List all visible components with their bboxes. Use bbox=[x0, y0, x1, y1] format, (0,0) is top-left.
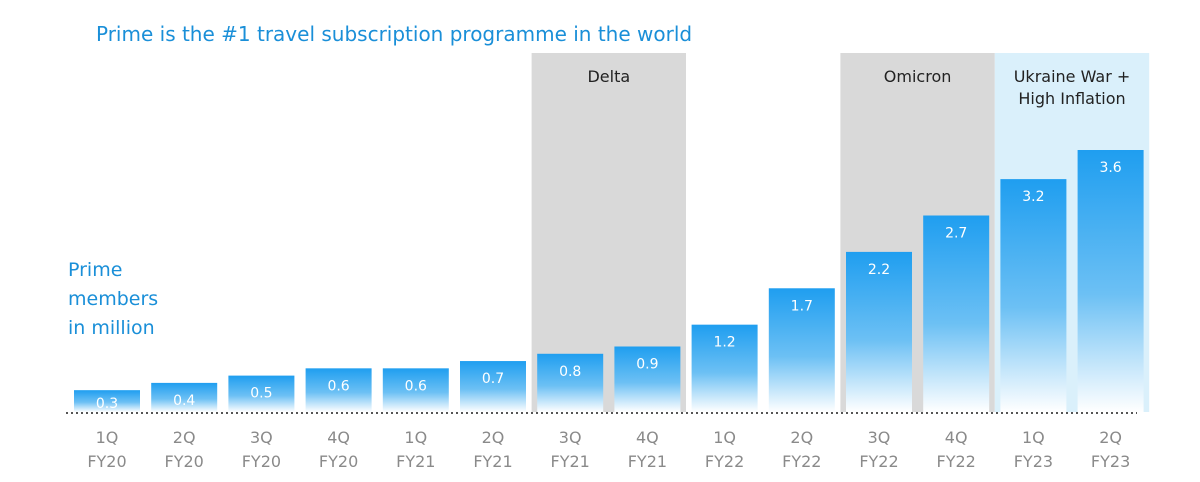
x-tick-label: 1Q bbox=[404, 428, 427, 447]
bar-value-label: 0.8 bbox=[559, 364, 581, 380]
bar-value-label: 1.2 bbox=[713, 335, 735, 351]
y-axis-label: Prime members in million bbox=[68, 256, 158, 343]
x-tick-label: 2Q bbox=[790, 428, 813, 447]
bar bbox=[151, 382, 218, 412]
x-tick-label: 3Q bbox=[250, 428, 273, 447]
x-tick-label: 4Q bbox=[327, 428, 350, 447]
bar bbox=[923, 215, 990, 412]
x-tick-label: FY21 bbox=[628, 452, 667, 471]
x-tick-label: 4Q bbox=[945, 428, 968, 447]
bar-value-label: 0.4 bbox=[173, 393, 195, 409]
x-tick-label: FY21 bbox=[551, 452, 590, 471]
x-tick-label: FY22 bbox=[859, 452, 898, 471]
bar-value-label: 0.5 bbox=[250, 386, 272, 402]
bar-value-label: 0.3 bbox=[96, 396, 118, 412]
x-tick-label: FY21 bbox=[473, 452, 512, 471]
x-tick-label: FY20 bbox=[87, 452, 126, 471]
x-tick-label: FY23 bbox=[1091, 452, 1130, 471]
bar bbox=[614, 346, 681, 412]
x-tick-label: 1Q bbox=[713, 428, 736, 447]
bar bbox=[1077, 150, 1144, 412]
bar-value-label: 0.6 bbox=[327, 378, 349, 394]
x-tick-label: FY20 bbox=[319, 452, 358, 471]
bar-value-label: 3.2 bbox=[1022, 189, 1044, 205]
x-tick-label: 3Q bbox=[559, 428, 582, 447]
period-label: Delta bbox=[587, 67, 630, 86]
x-tick-labels: 1Q FY20 2Q FY20 3Q FY20 4Q FY20 1Q FY21 2Q FY21 3Q FY… bbox=[87, 428, 1130, 471]
period-label: High Inflation bbox=[1018, 89, 1125, 108]
chart-title: Prime is the #1 travel subscription prog… bbox=[96, 22, 693, 46]
y-axis-label-line: members bbox=[68, 288, 159, 310]
bar bbox=[846, 251, 912, 412]
bar-value-label: 3.6 bbox=[1099, 160, 1121, 176]
bar bbox=[305, 368, 372, 412]
x-tick-label: FY23 bbox=[1014, 452, 1053, 471]
bar bbox=[460, 361, 526, 412]
y-axis-label-line: Prime bbox=[68, 259, 123, 281]
bars bbox=[74, 150, 1144, 412]
bar-value-label: 2.2 bbox=[868, 262, 890, 278]
x-tick-label: 2Q bbox=[1099, 428, 1122, 447]
x-tick-label: 4Q bbox=[636, 428, 659, 447]
period-label: Omicron bbox=[884, 67, 952, 86]
x-tick-label: FY22 bbox=[937, 452, 976, 471]
bar-value-label: 0.6 bbox=[405, 378, 427, 394]
x-tick-label: 3Q bbox=[868, 428, 891, 447]
bar-value-label: 2.7 bbox=[945, 226, 967, 242]
x-tick-label: FY20 bbox=[242, 452, 281, 471]
x-tick-label: FY22 bbox=[782, 452, 821, 471]
x-tick-label: 1Q bbox=[1022, 428, 1045, 447]
y-axis-label-line: in million bbox=[68, 317, 155, 339]
bar-value-label: 0.7 bbox=[482, 371, 504, 387]
x-tick-label: FY20 bbox=[165, 452, 204, 471]
x-tick-label: 2Q bbox=[173, 428, 196, 447]
bar bbox=[74, 390, 140, 412]
bar bbox=[228, 375, 295, 412]
x-tick-label: 1Q bbox=[96, 428, 119, 447]
period-label: Ukraine War + bbox=[1014, 67, 1131, 86]
x-tick-label: FY21 bbox=[396, 452, 435, 471]
value-labels: 0.3 0.4 0.5 0.6 0.6 0.7 0.8 0.9 1.2 1.7 2.2 2.7 3.2 3… bbox=[96, 160, 1122, 412]
x-tick-label: 2Q bbox=[482, 428, 505, 447]
bar-value-label: 1.7 bbox=[791, 298, 813, 314]
bar bbox=[382, 368, 449, 412]
x-tick-label: FY22 bbox=[705, 452, 744, 471]
bar-value-label: 0.9 bbox=[636, 357, 658, 373]
bar bbox=[691, 324, 758, 412]
bar bbox=[537, 353, 604, 412]
bar bbox=[768, 288, 835, 412]
bar bbox=[1000, 179, 1067, 412]
